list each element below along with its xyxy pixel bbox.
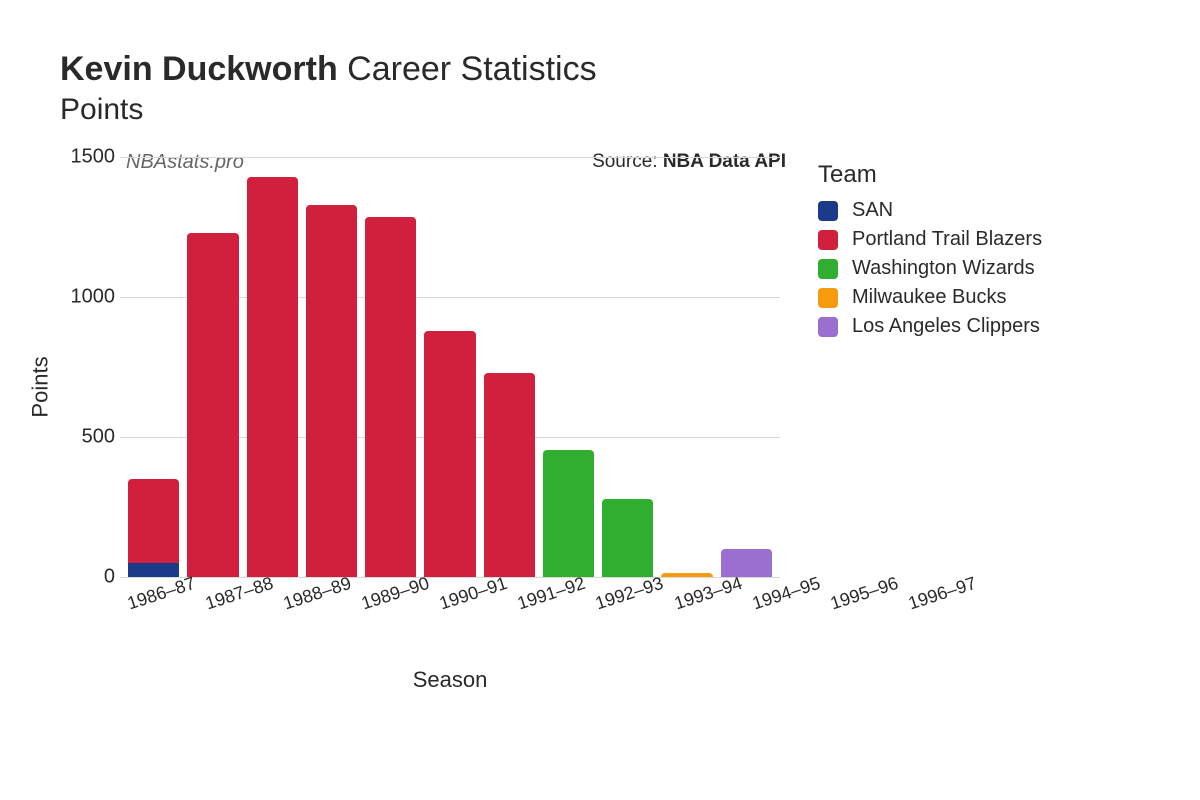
bars-group bbox=[120, 157, 780, 577]
x-tick-label: 1988–89 bbox=[281, 573, 354, 615]
legend-title: Team bbox=[818, 161, 1042, 189]
y-axis-label: Points bbox=[28, 356, 54, 417]
title-rest: Career Statistics bbox=[338, 50, 597, 88]
legend-label: SAN bbox=[852, 199, 893, 222]
bar bbox=[721, 157, 772, 577]
bar-segment bbox=[247, 177, 298, 577]
bar bbox=[187, 157, 238, 577]
bar bbox=[306, 157, 357, 577]
y-tick-label: 1000 bbox=[60, 286, 115, 309]
bar bbox=[424, 157, 475, 577]
bar-segment bbox=[365, 217, 416, 577]
legend-item: Portland Trail Blazers bbox=[818, 228, 1042, 251]
title-bold: Kevin Duckworth bbox=[60, 50, 338, 88]
title-block: Kevin Duckworth Career Statistics Points bbox=[60, 50, 1170, 127]
x-tick-label: 1991–92 bbox=[515, 573, 588, 615]
bar-segment bbox=[661, 573, 712, 577]
x-tick-label: 1993–94 bbox=[671, 573, 744, 615]
y-tick-label: 1500 bbox=[60, 146, 115, 169]
legend-swatch bbox=[818, 259, 838, 279]
chart-body: Points NBAstats.pro Source: NBA Data API… bbox=[60, 147, 1170, 627]
bar bbox=[602, 157, 653, 577]
x-tick-label: 1986–87 bbox=[125, 573, 198, 615]
legend-label: Portland Trail Blazers bbox=[852, 228, 1042, 251]
x-tick-label: 1987–88 bbox=[203, 573, 276, 615]
chart-container: Kevin Duckworth Career Statistics Points… bbox=[0, 0, 1200, 800]
bar bbox=[128, 157, 179, 577]
plot: NBAstats.pro Source: NBA Data API 050010… bbox=[60, 147, 790, 627]
bar-segment bbox=[187, 233, 238, 577]
bar bbox=[247, 157, 298, 577]
x-tick-label: 1994–95 bbox=[749, 573, 822, 615]
plot-area bbox=[120, 157, 780, 577]
bar-segment bbox=[306, 205, 357, 577]
bar-segment bbox=[484, 373, 535, 577]
bar-segment bbox=[128, 563, 179, 577]
bar bbox=[543, 157, 594, 577]
legend: Team SAN Portland Trail Blazers Washington… bbox=[818, 161, 1042, 627]
y-tick-label: 0 bbox=[60, 566, 115, 589]
x-axis-label: Season bbox=[120, 667, 780, 693]
legend-item: Milwaukee Bucks bbox=[818, 286, 1042, 309]
x-tick-row: 1986–871987–881988–891989–901990–911991–… bbox=[120, 585, 780, 606]
chart-title: Kevin Duckworth Career Statistics bbox=[60, 50, 1170, 89]
legend-label: Washington Wizards bbox=[852, 257, 1035, 280]
bar-segment bbox=[602, 499, 653, 577]
legend-swatch bbox=[818, 230, 838, 250]
x-tick-label: 1989–90 bbox=[359, 573, 432, 615]
bar-segment bbox=[721, 549, 772, 577]
legend-item: SAN bbox=[818, 199, 1042, 222]
chart-subtitle: Points bbox=[60, 93, 1170, 127]
bar bbox=[661, 157, 712, 577]
legend-swatch bbox=[818, 317, 838, 337]
legend-label: Los Angeles Clippers bbox=[852, 315, 1040, 338]
legend-item: Washington Wizards bbox=[818, 257, 1042, 280]
y-tick-label: 500 bbox=[60, 426, 115, 449]
bar-segment bbox=[543, 450, 594, 577]
x-tick-label: 1990–91 bbox=[437, 573, 510, 615]
bar bbox=[365, 157, 416, 577]
bar-segment bbox=[128, 479, 179, 563]
bar-segment bbox=[424, 331, 475, 577]
x-tick-label: 1992–93 bbox=[593, 573, 666, 615]
gridline bbox=[120, 577, 780, 578]
legend-swatch bbox=[818, 288, 838, 308]
legend-swatch bbox=[818, 201, 838, 221]
legend-label: Milwaukee Bucks bbox=[852, 286, 1007, 309]
bar bbox=[484, 157, 535, 577]
legend-item: Los Angeles Clippers bbox=[818, 315, 1042, 338]
